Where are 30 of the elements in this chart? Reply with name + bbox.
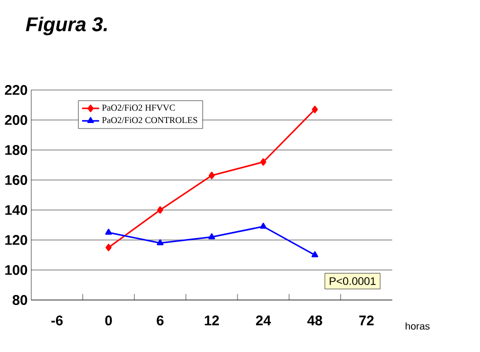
- x-tick-label: -6: [51, 316, 63, 326]
- annotation: P<0.0001: [330, 277, 376, 285]
- point: [312, 251, 318, 258]
- y-tick-label: 80: [12, 295, 28, 305]
- point: [105, 228, 112, 235]
- point: [157, 206, 164, 214]
- point: [208, 233, 216, 240]
- x-tick-label: 24: [256, 316, 271, 326]
- y-tick-label: 100: [5, 265, 28, 275]
- point: [106, 244, 112, 252]
- y-tick-label: 160: [5, 175, 28, 185]
- y-tick-label: 220: [4, 85, 28, 95]
- x-tick-label: 48: [307, 316, 322, 326]
- x-tick-label: 12: [204, 316, 219, 326]
- chart-title: Figura 3.: [26, 16, 107, 36]
- x-tick-label: 0: [105, 316, 112, 326]
- x-tick-label: 72: [359, 316, 374, 326]
- x-tick-label: 6: [156, 316, 164, 326]
- point: [156, 239, 164, 246]
- y-tick-label: 180: [5, 145, 28, 155]
- point: [208, 172, 215, 180]
- legend-label: PaO2/FiO2 HFVVC: [102, 104, 175, 111]
- y-tick-label: 200: [4, 115, 28, 125]
- y-tick-label: 120: [5, 235, 28, 245]
- y-tick-label: 140: [5, 205, 28, 215]
- x-axis-title: horas: [406, 322, 430, 330]
- point: [260, 222, 267, 229]
- legend-label: PaO2/FiO2 CONTROLES: [102, 117, 198, 124]
- point: [312, 106, 318, 114]
- point: [260, 158, 266, 166]
